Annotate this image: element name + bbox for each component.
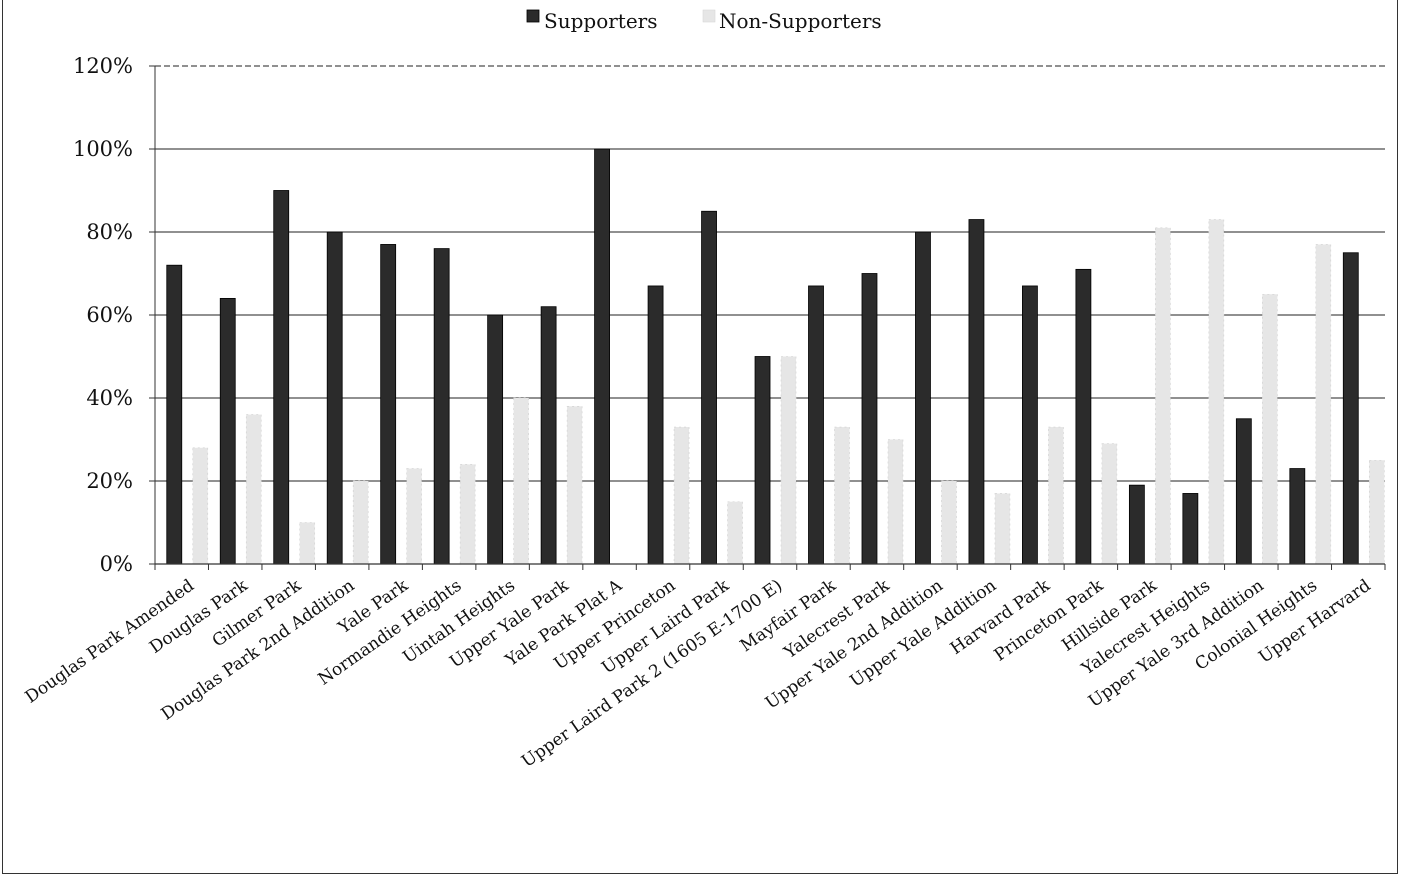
bar-non-supporters	[352, 480, 369, 565]
bar-chart: Supporters Non-Supporters 0% 20% 40% 60% 80% 1…	[22, 9, 1386, 772]
bar-supporters	[540, 306, 557, 565]
legend-label-supporters: Supporters	[544, 9, 658, 33]
bar-supporters	[808, 285, 824, 565]
bar-non-supporters	[459, 464, 476, 565]
bar-non-supporters	[1262, 293, 1278, 565]
chart-legend: Supporters Non-Supporters	[526, 9, 882, 33]
bar-supporters	[915, 231, 931, 565]
bar-non-supporters	[1208, 219, 1225, 565]
bar-non-supporters	[1048, 426, 1064, 565]
bar-supporters	[594, 148, 610, 565]
bar-non-supporters	[941, 480, 957, 565]
y-tick-label: 0%	[100, 552, 133, 576]
bar-non-supporters	[834, 426, 850, 565]
bar-non-supporters	[1155, 227, 1171, 565]
bar-supporters	[861, 273, 878, 565]
bar-supporters	[647, 285, 664, 565]
bar-supporters	[754, 356, 771, 565]
bar-non-supporters	[1368, 459, 1385, 565]
chart-bars	[166, 148, 1385, 565]
bar-supporters	[433, 248, 450, 565]
bar-non-supporters	[245, 414, 262, 565]
bar-non-supporters	[994, 493, 1011, 565]
bar-supporters	[1128, 484, 1145, 565]
y-tick-label: 100%	[73, 137, 133, 161]
bar-supporters	[1182, 493, 1199, 565]
bar-non-supporters	[1101, 443, 1118, 565]
legend-swatch-supporters	[526, 9, 540, 23]
bar-supporters	[166, 264, 183, 565]
y-tick-label: 60%	[86, 303, 133, 327]
bar-supporters	[1022, 285, 1038, 565]
chart-axes	[149, 65, 1386, 570]
legend-label-non-supporters: Non-Supporters	[719, 9, 882, 33]
y-tick-label: 20%	[86, 469, 133, 493]
bar-non-supporters	[1315, 244, 1332, 565]
bar-non-supporters	[727, 501, 743, 565]
bar-non-supporters	[566, 405, 583, 565]
bar-supporters	[1075, 268, 1092, 565]
bar-supporters	[487, 314, 504, 565]
y-tick-label: 40%	[86, 386, 133, 410]
bar-non-supporters	[406, 468, 422, 565]
bar-supporters	[219, 297, 236, 565]
y-axis-ticks: 0% 20% 40% 60% 80% 100% 120%	[73, 54, 133, 576]
chart-grid	[155, 65, 1385, 482]
bar-supporters	[1342, 252, 1359, 565]
bar-supporters	[326, 231, 343, 565]
bar-supporters	[701, 210, 717, 565]
bar-supporters	[380, 244, 397, 565]
bar-non-supporters	[513, 397, 529, 565]
bar-non-supporters	[299, 522, 316, 565]
y-tick-label: 80%	[86, 220, 133, 244]
bar-non-supporters	[887, 439, 904, 565]
bar-supporters	[1289, 468, 1306, 565]
legend-swatch-non-supporters	[702, 9, 716, 23]
bar-supporters	[968, 219, 985, 565]
bar-non-supporters	[192, 447, 209, 565]
bar-non-supporters	[780, 356, 797, 565]
y-tick-label: 120%	[73, 54, 133, 78]
bar-non-supporters	[673, 426, 690, 565]
bar-supporters	[1235, 418, 1252, 565]
bar-supporters	[273, 190, 290, 565]
